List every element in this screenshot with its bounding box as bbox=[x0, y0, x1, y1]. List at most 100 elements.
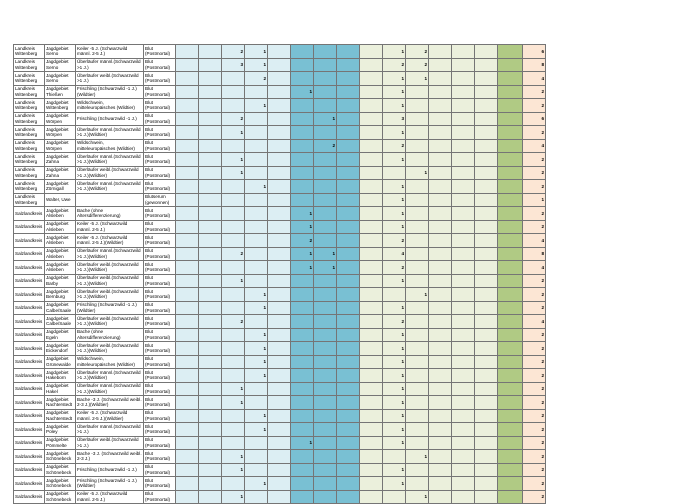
table-row: Salzlandkreis Jagdgebiet Alsleben Überläuf… bbox=[13, 246, 546, 261]
row-total-cell: 2 bbox=[522, 476, 546, 491]
value-cell: 1 bbox=[382, 98, 406, 113]
region-cell: Landkreis Wittenberg bbox=[13, 111, 45, 126]
row-total-cell: 8 bbox=[522, 57, 546, 72]
value-cell: 2 bbox=[382, 57, 406, 72]
value-cell bbox=[290, 57, 314, 72]
value-cell bbox=[175, 395, 199, 410]
value-cell bbox=[221, 287, 245, 302]
species-cell: Überläufer männl.(Schwarzwild >1 J.)(Wil… bbox=[75, 368, 144, 383]
value-cell bbox=[336, 152, 360, 167]
species-cell: Überläufer weibl.(Schwarzwild >1 J.) bbox=[75, 435, 144, 450]
value-cell bbox=[428, 206, 452, 221]
value-cell: 1 bbox=[405, 449, 429, 464]
value-cell bbox=[359, 111, 383, 126]
value-cell bbox=[428, 71, 452, 86]
value-cell bbox=[336, 219, 360, 234]
value-cell bbox=[175, 462, 199, 477]
value-cell bbox=[359, 246, 383, 261]
highlight-cell bbox=[497, 435, 523, 450]
table-row: Salzlandkreis Jagdgebiet Alsleben Bache (o… bbox=[13, 206, 546, 221]
value-cell bbox=[428, 246, 452, 261]
value-cell bbox=[198, 435, 222, 450]
value-cell: 1 bbox=[382, 327, 406, 342]
species-cell: Überläufer weibl.(Schwarzwild >1 J.)(Wil… bbox=[75, 273, 144, 288]
value-cell bbox=[428, 300, 452, 315]
species-cell: Bache (ohne Altersdifferenzierung) bbox=[75, 327, 144, 342]
region-cell: Landkreis Wittenberg bbox=[13, 98, 45, 113]
hunting-area-cell: Jagdgebiet Poley bbox=[44, 422, 76, 437]
hunting-area-cell: Jagdgebiet Serno bbox=[44, 44, 76, 59]
row-total-cell: 4 bbox=[522, 233, 546, 248]
value-cell bbox=[428, 179, 452, 194]
region-cell: Salzlandkreis bbox=[13, 260, 45, 275]
material-cell: Blut (Postmortal) bbox=[143, 233, 176, 248]
value-cell bbox=[405, 138, 429, 153]
value-cell bbox=[405, 462, 429, 477]
species-cell: Überläufer weibl.(Schwarzwild >1 J.)(Wil… bbox=[75, 341, 144, 356]
value-cell bbox=[244, 219, 268, 234]
value-cell bbox=[451, 125, 475, 140]
value-cell bbox=[336, 300, 360, 315]
value-cell bbox=[290, 287, 314, 302]
value-cell: 2 bbox=[382, 260, 406, 275]
value-cell: 1 bbox=[382, 179, 406, 194]
value-cell bbox=[474, 125, 498, 140]
value-cell: 1 bbox=[244, 179, 268, 194]
value-cell: 2 bbox=[313, 138, 337, 153]
table-row: Salzlandkreis Jagdgebiet Schönebeck Keiler… bbox=[13, 489, 546, 504]
highlight-cell bbox=[497, 152, 523, 167]
table-row: Salzlandkreis Jagdgebiet Barby Überläufer … bbox=[13, 273, 546, 288]
value-cell bbox=[313, 233, 337, 248]
species-cell: Frischling (Schwarzwild -1 J.)(Wildtier) bbox=[75, 300, 144, 315]
value-cell bbox=[267, 408, 291, 423]
region-cell: Salzlandkreis bbox=[13, 206, 45, 221]
material-cell: Blut (Postmortal) bbox=[143, 435, 176, 450]
value-cell: 1 bbox=[382, 462, 406, 477]
value-cell bbox=[267, 260, 291, 275]
highlight-cell bbox=[497, 206, 523, 221]
hunting-area-cell: Jagdgebiet Schönebeck bbox=[44, 476, 76, 491]
value-cell: 1 bbox=[382, 354, 406, 369]
table-row: Landkreis Wittenberg Jagdgebiet Zahna Über… bbox=[13, 165, 546, 180]
value-cell bbox=[221, 476, 245, 491]
hunting-area-cell: Jagdgebiet Wörpen bbox=[44, 111, 76, 126]
value-cell bbox=[267, 287, 291, 302]
value-cell bbox=[313, 489, 337, 504]
value-cell: 1 bbox=[244, 98, 268, 113]
value-cell bbox=[290, 125, 314, 140]
value-cell bbox=[290, 179, 314, 194]
value-cell bbox=[244, 192, 268, 207]
row-total-cell: 2 bbox=[522, 287, 546, 302]
value-cell bbox=[198, 462, 222, 477]
value-cell bbox=[336, 341, 360, 356]
species-cell: Frischling (Schwarzwild -1 J.) bbox=[75, 111, 144, 126]
value-cell bbox=[474, 98, 498, 113]
value-cell bbox=[474, 435, 498, 450]
highlight-cell bbox=[497, 44, 523, 59]
value-cell bbox=[313, 44, 337, 59]
value-cell bbox=[175, 219, 199, 234]
value-cell bbox=[428, 341, 452, 356]
value-cell bbox=[451, 111, 475, 126]
value-cell bbox=[405, 84, 429, 99]
value-cell bbox=[244, 206, 268, 221]
value-cell bbox=[198, 422, 222, 437]
species-cell: Bache (ohne Altersdifferenzierung) bbox=[75, 206, 144, 221]
highlight-cell bbox=[497, 71, 523, 86]
row-total-cell: 4 bbox=[522, 138, 546, 153]
value-cell bbox=[267, 476, 291, 491]
value-cell bbox=[290, 354, 314, 369]
region-cell: Salzlandkreis bbox=[13, 476, 45, 491]
value-cell bbox=[474, 179, 498, 194]
value-cell: 1 bbox=[221, 462, 245, 477]
row-total-cell: 2 bbox=[522, 165, 546, 180]
value-cell bbox=[175, 354, 199, 369]
value-cell: 1 bbox=[382, 219, 406, 234]
value-cell bbox=[474, 354, 498, 369]
value-cell bbox=[267, 354, 291, 369]
value-cell bbox=[336, 354, 360, 369]
species-cell: Überläufer männl.(Schwarzwild >1 J.)(Wil… bbox=[75, 125, 144, 140]
value-cell bbox=[451, 368, 475, 383]
value-cell bbox=[221, 260, 245, 275]
highlight-cell bbox=[497, 57, 523, 72]
